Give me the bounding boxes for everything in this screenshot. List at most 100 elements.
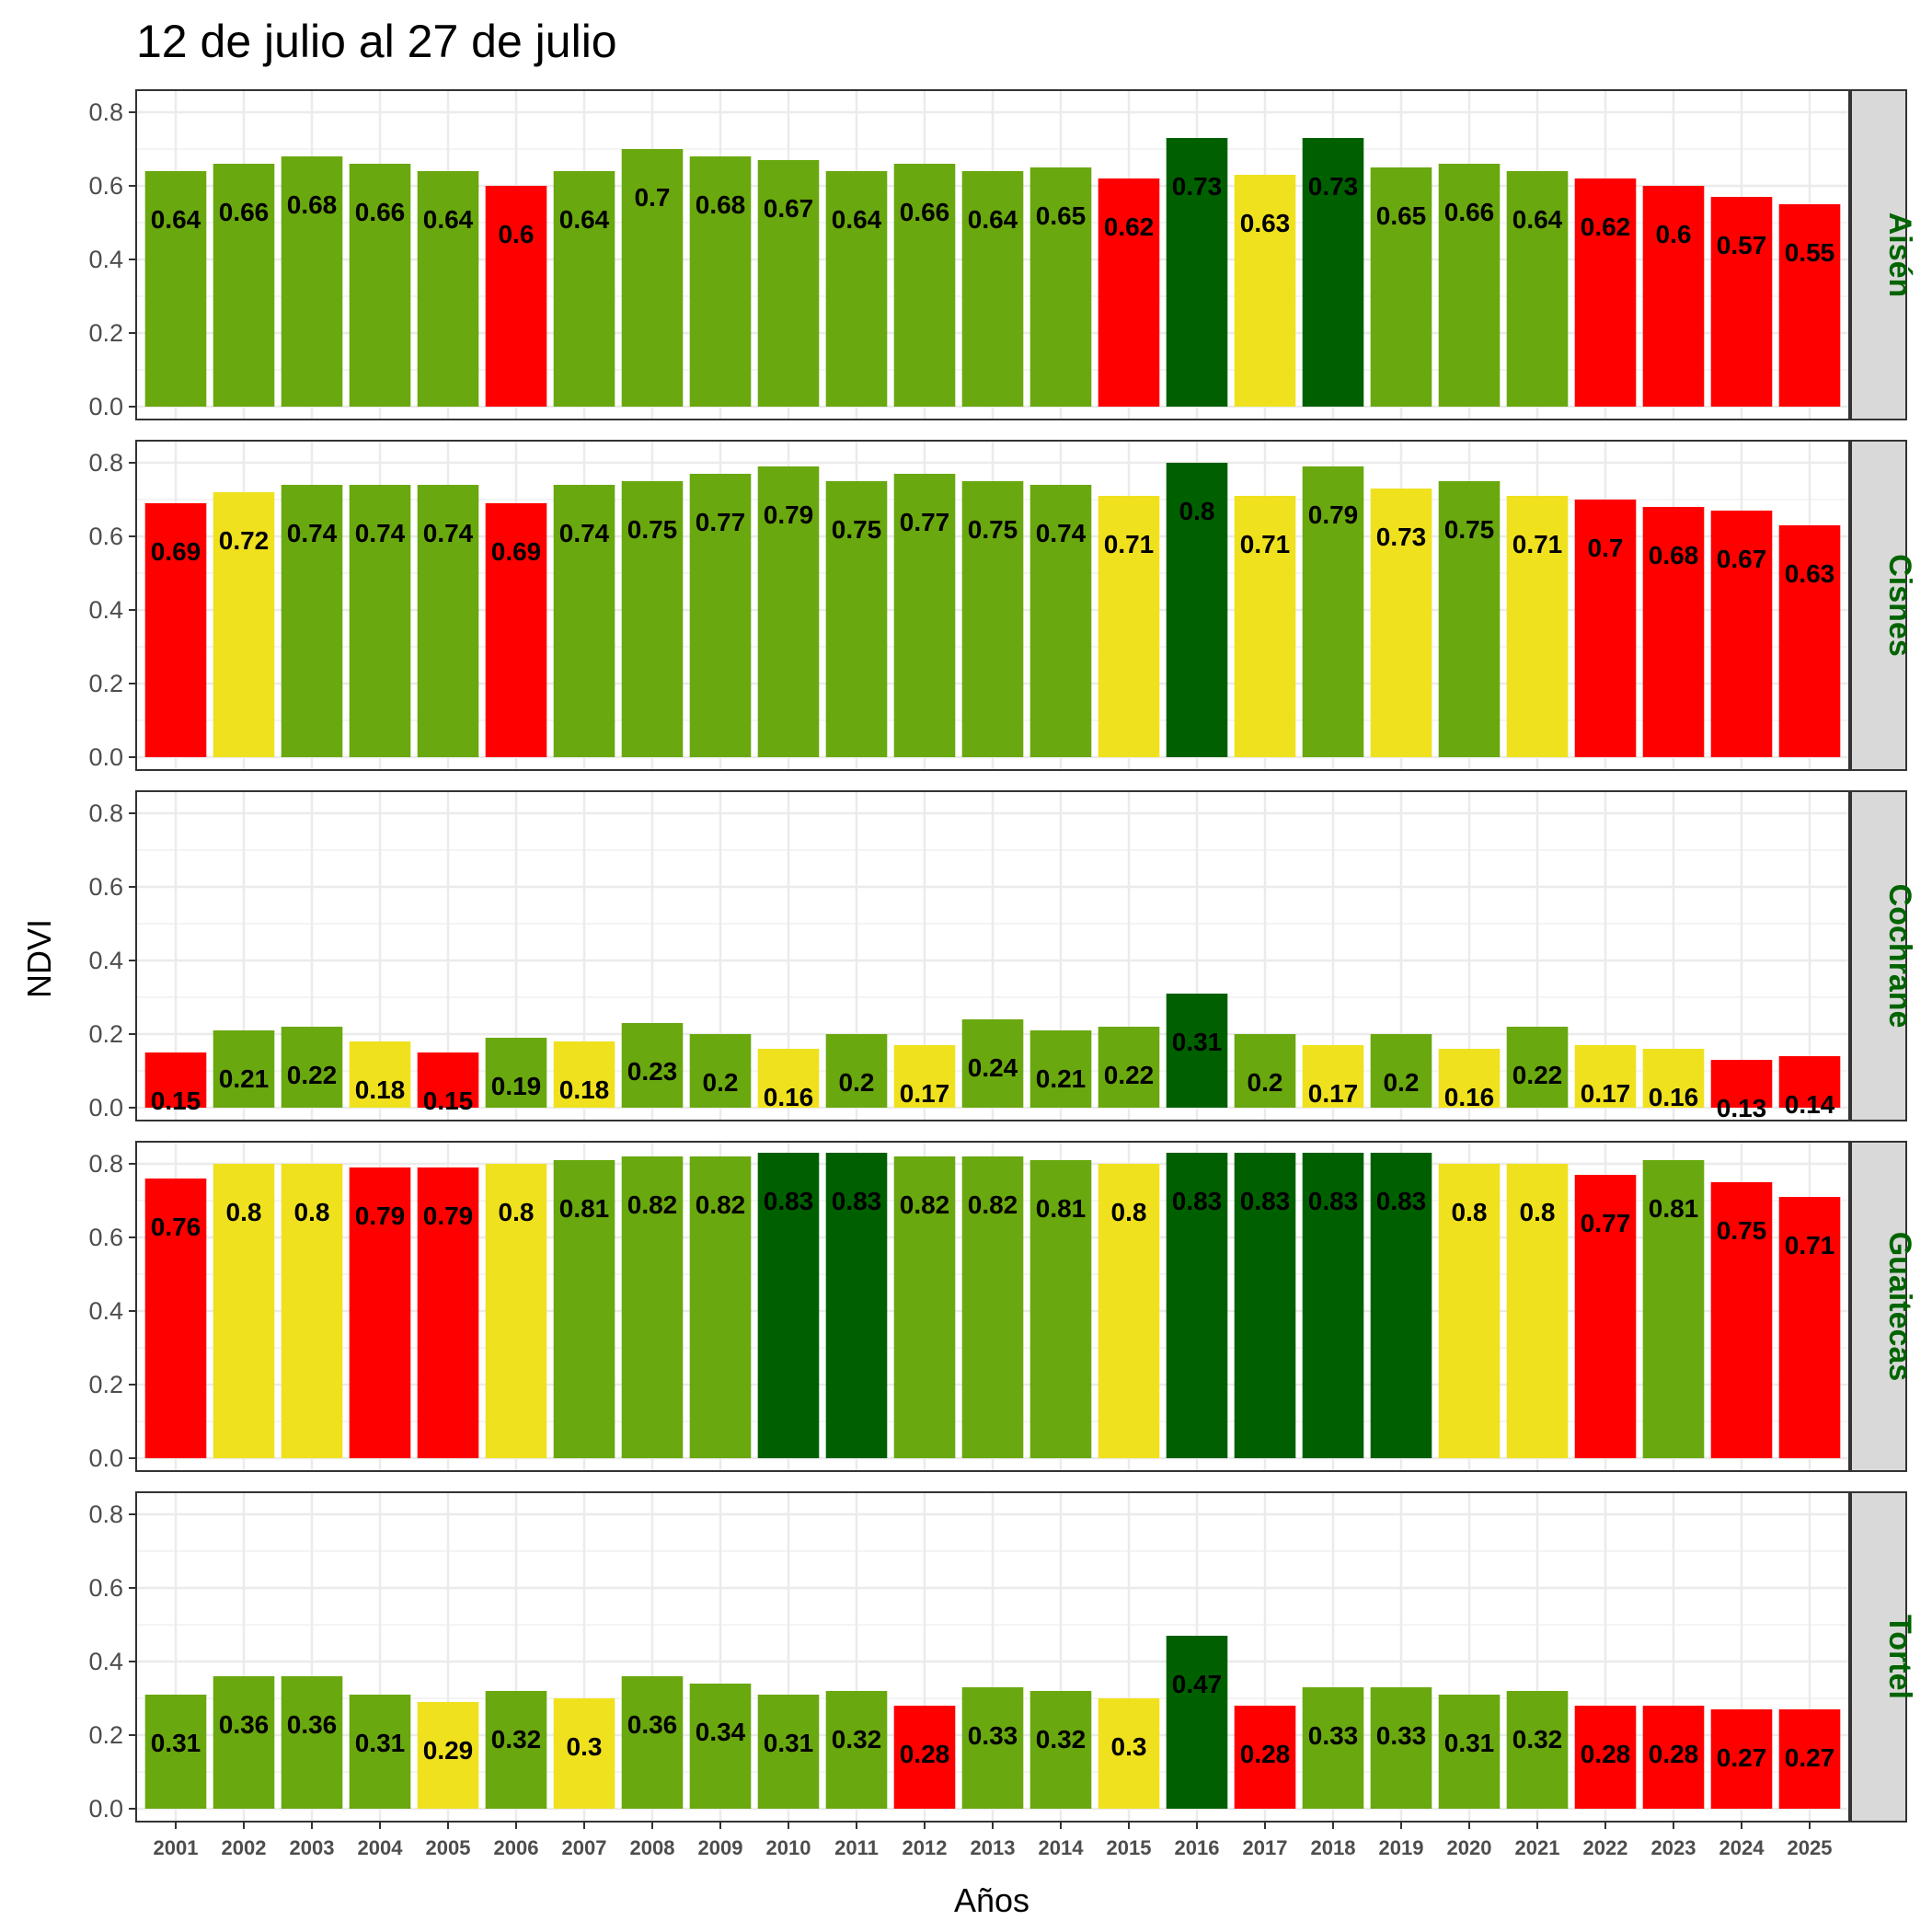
bar-value-label: 0.16 <box>1649 1083 1699 1111</box>
bar-value-label: 0.17 <box>1308 1079 1359 1108</box>
facet-strip <box>1850 1141 1907 1472</box>
bar-value-label: 0.23 <box>627 1057 678 1086</box>
bar <box>485 1038 547 1108</box>
y-tick-label: 0.4 <box>88 1648 123 1675</box>
facet-panels: 0.00.20.40.60.80.64 0.66 0.68 0.66 0.640.60.… <box>88 89 1917 1823</box>
bar-value-label: 0.82 <box>968 1190 1018 1219</box>
bar-value-label: 0.14 <box>1785 1090 1835 1119</box>
bar-value-label: 0.8 <box>294 1198 330 1226</box>
bar <box>689 1156 752 1458</box>
bar <box>1302 1153 1364 1458</box>
bar-value-label: 0.71 <box>1785 1231 1835 1259</box>
facet-strip <box>1850 790 1907 1121</box>
bar <box>1438 1164 1501 1458</box>
bar-value-label: 0.68 <box>1649 541 1699 569</box>
bar-value-label: 0.74 <box>355 519 406 547</box>
bar-value-label: 0.67 <box>764 194 814 223</box>
y-tick-label: 0.6 <box>88 523 123 550</box>
x-tick-label: 2005 <box>426 1836 471 1859</box>
facet-panel-3: 0.0 0.2 0.4 0.6 0.8 0.76 0.8 0.8 0.79 0.79 0.8 0.81… <box>88 1141 1917 1472</box>
bar-value-label: 0.22 <box>1104 1061 1155 1089</box>
y-tick-label: 0.2 <box>88 1721 123 1749</box>
bar <box>621 149 684 407</box>
bar-value-label: 0.64 <box>968 205 1018 234</box>
bar <box>825 481 888 757</box>
bar <box>1370 1687 1432 1809</box>
bar-value-label: 0.31 <box>764 1729 814 1757</box>
bar <box>417 1702 479 1809</box>
bar <box>144 1695 207 1809</box>
bar-value-label: 0.63 <box>1785 559 1835 588</box>
bar <box>621 1156 684 1458</box>
x-tick-label: 2016 <box>1175 1836 1220 1859</box>
bar-value-label: 0.64 <box>1512 205 1563 234</box>
facet-strip-label: Cochrane <box>1882 884 1917 1029</box>
bar <box>281 1164 343 1458</box>
bar <box>1234 1153 1296 1458</box>
bar <box>281 1676 343 1809</box>
bar <box>1370 489 1432 757</box>
bar <box>1574 1706 1637 1809</box>
bar <box>893 1706 956 1809</box>
bar <box>893 1156 956 1458</box>
bar-value-label: 0.31 <box>1444 1729 1495 1757</box>
bar-value-label: 0.57 <box>1717 231 1767 259</box>
bar-value-label: 0.66 <box>219 198 270 226</box>
x-tick-label: 2018 <box>1311 1836 1356 1859</box>
bar <box>1234 175 1296 407</box>
panel-border <box>135 790 1850 1121</box>
bar-value-label: 0.28 <box>1581 1740 1631 1768</box>
bar <box>1302 466 1364 757</box>
bar <box>1438 481 1501 757</box>
x-tick-label: 2012 <box>903 1836 948 1859</box>
x-tick-label: 2008 <box>630 1836 675 1859</box>
bar-value-label: 0.77 <box>900 508 950 536</box>
bar <box>689 1034 752 1108</box>
bar <box>1574 500 1637 757</box>
bar <box>1166 994 1228 1108</box>
y-tick-label: 0.2 <box>88 1020 123 1048</box>
y-tick-label: 0.0 <box>88 1795 123 1823</box>
bar-value-label: 0.36 <box>287 1710 338 1739</box>
bar <box>417 1167 479 1458</box>
bar-value-label: 0.32 <box>832 1725 882 1754</box>
bar <box>213 1030 275 1108</box>
bar <box>961 1019 1024 1108</box>
bar <box>1574 1175 1637 1458</box>
bar <box>485 1691 547 1809</box>
bar <box>1642 1160 1705 1458</box>
bar <box>1642 507 1705 757</box>
bar-value-label: 0.66 <box>900 198 950 226</box>
bar <box>621 1023 684 1108</box>
bar <box>689 1684 752 1809</box>
bar <box>1642 1706 1705 1809</box>
bar <box>349 1167 411 1458</box>
bar-value-label: 0.71 <box>1240 530 1291 558</box>
bar <box>1506 1691 1569 1809</box>
x-tick-label: 2024 <box>1719 1836 1765 1859</box>
bar <box>417 485 479 757</box>
y-tick-label: 0.0 <box>88 1094 123 1121</box>
bar-value-label: 0.19 <box>491 1072 542 1100</box>
x-tick-label: 2015 <box>1107 1836 1152 1859</box>
bar <box>1302 1045 1364 1108</box>
bar <box>553 1041 615 1108</box>
bar <box>961 1687 1024 1809</box>
bar <box>553 1698 615 1809</box>
x-tick-label: 2007 <box>562 1836 607 1859</box>
bar <box>1029 485 1092 757</box>
y-tick-label: 0.4 <box>88 596 123 624</box>
y-tick-label: 0.4 <box>88 1297 123 1325</box>
facet-strip <box>1850 1491 1907 1823</box>
bar <box>825 1153 888 1458</box>
bar <box>1642 186 1705 407</box>
bar-value-label: 0.64 <box>151 205 201 234</box>
bar-value-label: 0.32 <box>491 1725 542 1754</box>
bar <box>1166 138 1228 407</box>
bar-value-label: 0.75 <box>968 515 1018 544</box>
bar-value-label: 0.27 <box>1717 1743 1767 1772</box>
chart-title: 12 de julio al 27 de julio <box>136 16 617 67</box>
x-tick-label: 2017 <box>1243 1836 1288 1859</box>
y-tick-label: 0.4 <box>88 246 123 273</box>
